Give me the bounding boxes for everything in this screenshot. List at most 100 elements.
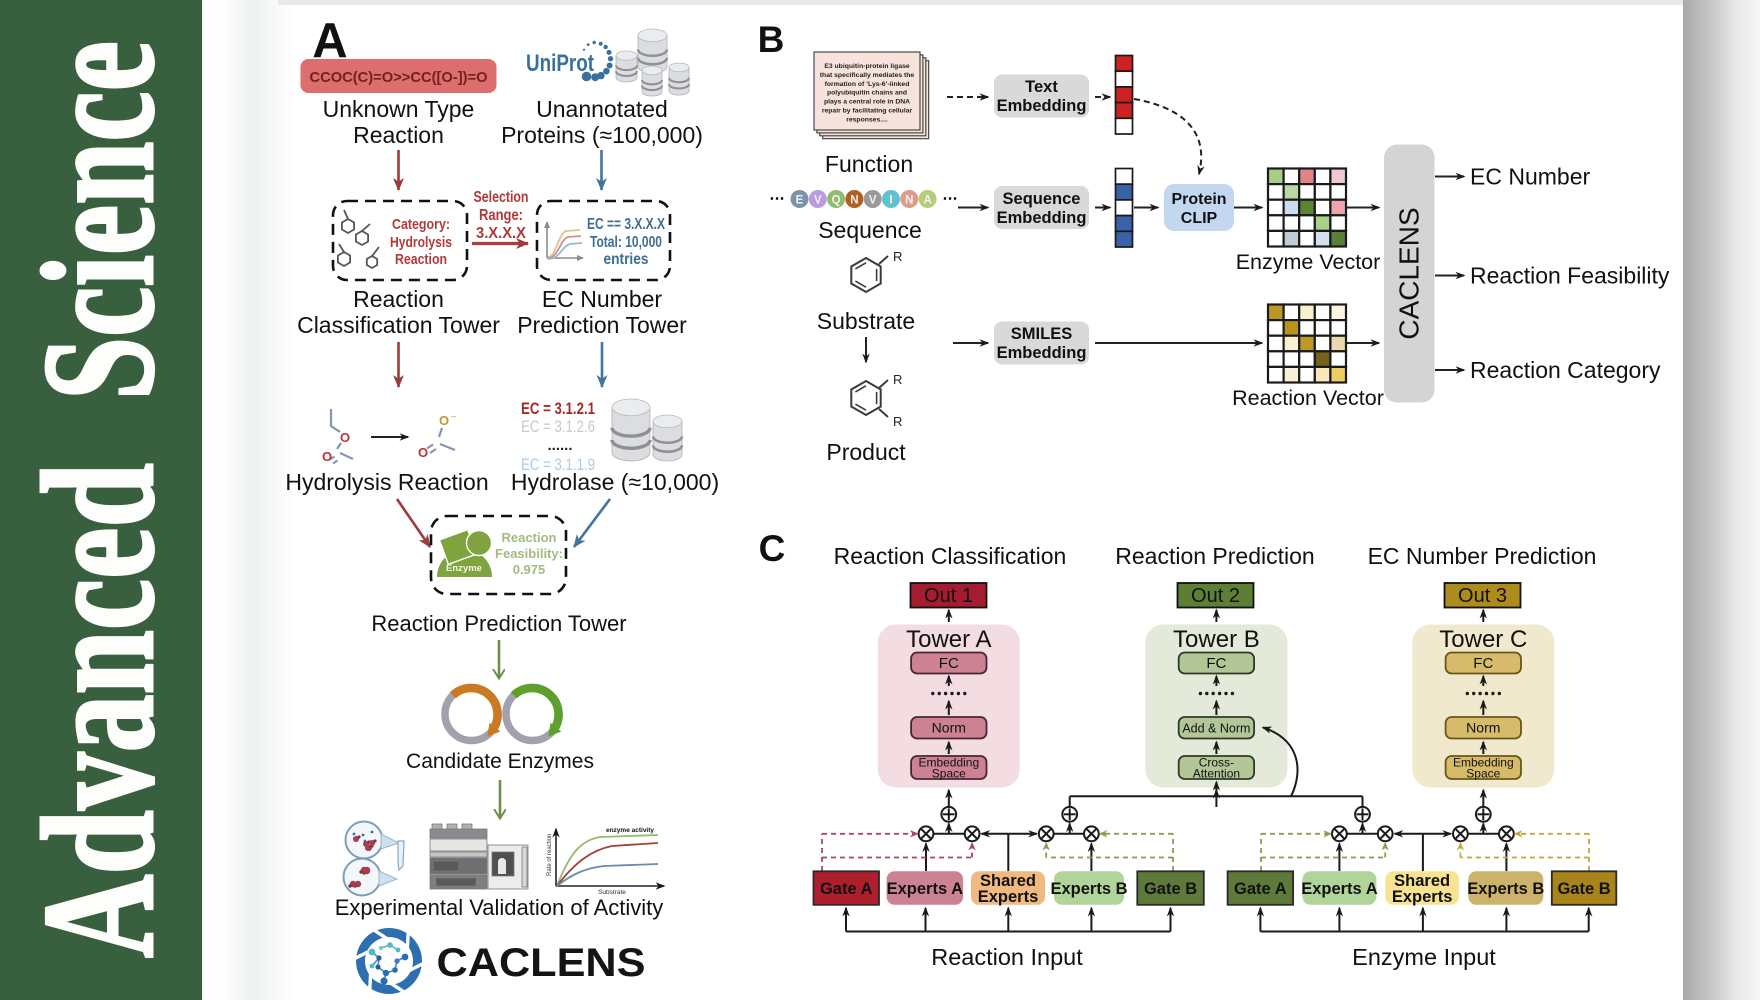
svg-text:Hydrolase (≈10,000): Hydrolase (≈10,000) — [511, 469, 719, 495]
svg-text:Reaction Classification: Reaction Classification — [834, 543, 1067, 569]
svg-text:FC: FC — [1206, 655, 1226, 672]
svg-text:Enzyme Vector: Enzyme Vector — [1236, 250, 1381, 274]
svg-text:Experts B: Experts B — [1050, 880, 1127, 898]
svg-text:Rate of reaction: Rate of reaction — [547, 834, 553, 876]
svg-text:⋅⋅⋅: ⋅⋅⋅ — [942, 191, 957, 208]
svg-text:Experts A: Experts A — [1301, 880, 1378, 898]
svg-text:B: B — [758, 19, 785, 60]
svg-text:EC = 3.1.2.1: EC = 3.1.2.1 — [521, 399, 595, 418]
svg-text:FC: FC — [939, 655, 959, 672]
svg-text:entries: entries — [604, 251, 649, 268]
svg-text:Reaction: Reaction — [502, 530, 557, 545]
svg-text:Hydrolysis Reaction: Hydrolysis Reaction — [285, 469, 488, 495]
svg-text:Gate B: Gate B — [1557, 880, 1610, 898]
svg-text:Category:: Category: — [392, 216, 450, 233]
svg-text:I: I — [889, 195, 892, 207]
svg-text:repair by facilitating cellula: repair by facilitating cellular — [822, 108, 913, 115]
svg-text:Enzyme: Enzyme — [446, 563, 482, 574]
svg-text:that specifically mediates the: that specifically mediates the — [820, 72, 915, 79]
svg-text:Science: Science — [9, 41, 187, 400]
svg-text:Norm: Norm — [1466, 720, 1500, 736]
svg-text:Reaction Prediction Tower: Reaction Prediction Tower — [371, 611, 626, 636]
svg-text:Embedding: Embedding — [997, 344, 1087, 362]
svg-text:Tower B: Tower B — [1173, 626, 1260, 653]
svg-text:polyubiquitin chains and: polyubiquitin chains and — [827, 90, 907, 97]
svg-text:Experimental Validation of Act: Experimental Validation of Activity — [335, 895, 664, 920]
svg-text:plays a central role in DNA: plays a central role in DNA — [824, 99, 910, 106]
svg-text:A: A — [923, 195, 931, 207]
svg-text:Shared: Shared — [980, 872, 1036, 890]
svg-text:Tower A: Tower A — [906, 626, 991, 653]
svg-text:EC Number: EC Number — [1470, 164, 1590, 190]
svg-text:E3 ubiquitin-protein ligase: E3 ubiquitin-protein ligase — [824, 63, 910, 70]
svg-text:EC == 3.X.X.X: EC == 3.X.X.X — [587, 216, 666, 233]
svg-text:Proteins (≈100,000): Proteins (≈100,000) — [501, 122, 703, 148]
svg-text:EC Number Prediction: EC Number Prediction — [1368, 543, 1597, 569]
svg-text:N: N — [850, 195, 858, 207]
svg-text:Embedding: Embedding — [997, 97, 1087, 115]
svg-text:Space: Space — [932, 767, 966, 781]
svg-text:EC = 3.1.2.6: EC = 3.1.2.6 — [521, 417, 595, 436]
svg-text:Reaction Feasibility: Reaction Feasibility — [1470, 263, 1670, 289]
svg-text:FC: FC — [1473, 655, 1493, 672]
svg-text:Range:: Range: — [479, 207, 523, 224]
svg-text:Attention: Attention — [1193, 767, 1240, 781]
svg-text:Enzyme Input: Enzyme Input — [1352, 944, 1496, 970]
svg-text:Experts B: Experts B — [1467, 880, 1544, 898]
svg-text:R: R — [893, 372, 902, 387]
svg-text:Classification Tower: Classification Tower — [297, 312, 500, 338]
svg-text:EC = 3.1.1.9: EC = 3.1.1.9 — [521, 455, 595, 474]
svg-text:Reaction: Reaction — [353, 122, 444, 148]
svg-text:O: O — [322, 449, 332, 464]
svg-text:Unannotated: Unannotated — [536, 96, 668, 122]
svg-text:Cross-: Cross- — [1199, 756, 1234, 770]
svg-text:Reaction: Reaction — [395, 251, 447, 268]
svg-text:R: R — [893, 249, 902, 264]
svg-text:Prediction Tower: Prediction Tower — [517, 312, 687, 338]
svg-text:Norm: Norm — [932, 720, 966, 736]
svg-text:CACLENS: CACLENS — [1394, 207, 1425, 339]
svg-text:N: N — [905, 195, 913, 207]
svg-text:Unknown Type: Unknown Type — [323, 96, 475, 122]
svg-text:CLIP: CLIP — [1181, 210, 1218, 227]
svg-text:R: R — [893, 414, 902, 429]
svg-text:Total: 10,000: Total: 10,000 — [590, 234, 662, 251]
svg-text:Candidate Enzymes: Candidate Enzymes — [406, 750, 594, 773]
svg-text:C: C — [759, 528, 786, 569]
svg-text:CACLENS: CACLENS — [437, 941, 646, 985]
svg-text:Out 3: Out 3 — [1458, 585, 1507, 607]
svg-text:Out 1: Out 1 — [924, 585, 973, 607]
svg-text:EC Number: EC Number — [542, 286, 662, 312]
svg-text:Reaction: Reaction — [353, 286, 444, 312]
svg-text:E: E — [796, 195, 804, 207]
svg-text:Experts: Experts — [1392, 888, 1453, 906]
svg-text:Function: Function — [825, 151, 913, 177]
svg-text:V: V — [869, 195, 877, 207]
svg-text:Experts A: Experts A — [887, 880, 964, 898]
svg-text:Space: Space — [1466, 767, 1500, 781]
svg-text:SMILES: SMILES — [1011, 325, 1072, 343]
svg-text:⋅⋅⋅: ⋅⋅⋅ — [769, 191, 784, 208]
svg-text:Sequence: Sequence — [1003, 190, 1081, 208]
svg-text:Text: Text — [1025, 78, 1058, 96]
svg-text:Q: Q — [832, 195, 841, 207]
svg-text:3.X.X.X: 3.X.X.X — [476, 225, 527, 242]
svg-text:responses....: responses.... — [846, 116, 888, 123]
svg-text:enzyme activity: enzyme activity — [606, 827, 654, 834]
svg-text:Embedding: Embedding — [918, 756, 979, 770]
svg-text:Reaction Vector: Reaction Vector — [1232, 386, 1384, 410]
svg-text:O: O — [439, 413, 449, 428]
svg-text:Experts: Experts — [978, 888, 1039, 906]
svg-text:formation of ’Lys-6’-linked: formation of ’Lys-6’-linked — [825, 81, 910, 88]
svg-text:Sequence: Sequence — [818, 217, 922, 243]
svg-text:0.975: 0.975 — [513, 562, 546, 577]
svg-text:Gate A: Gate A — [1234, 880, 1287, 898]
svg-text:Reaction Category: Reaction Category — [1470, 357, 1661, 383]
svg-text:V: V — [814, 195, 822, 207]
svg-text:Product: Product — [826, 439, 906, 465]
svg-text:Advanced: Advanced — [11, 463, 187, 958]
svg-text:Embedding: Embedding — [997, 209, 1087, 227]
svg-text:Substrate: Substrate — [598, 889, 626, 896]
svg-text:O: O — [418, 445, 428, 460]
svg-text:Embedding: Embedding — [1453, 756, 1514, 770]
